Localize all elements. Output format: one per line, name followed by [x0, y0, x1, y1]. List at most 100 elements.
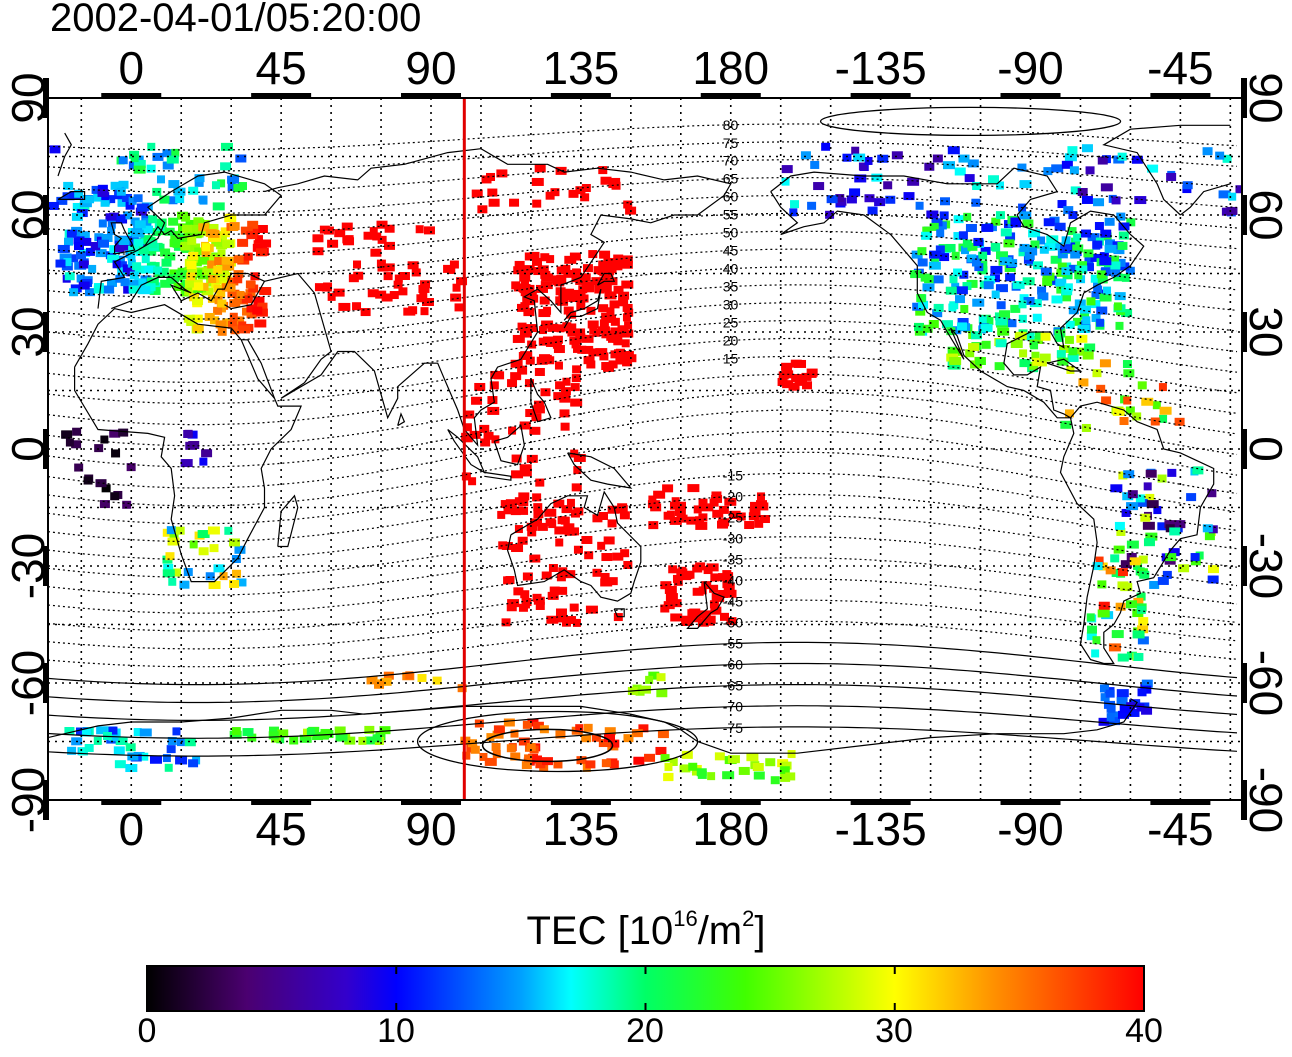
tec-cell	[1012, 280, 1025, 289]
tec-cell	[571, 483, 582, 492]
tec-cell	[1042, 277, 1053, 286]
tec-cell	[1126, 552, 1137, 561]
tec-cell	[1141, 706, 1153, 715]
tec-cell	[469, 430, 481, 439]
tec-cell	[928, 319, 939, 328]
tec-cell	[1023, 296, 1035, 305]
tec-cell	[939, 253, 950, 262]
tec-cell	[1190, 553, 1200, 562]
tec-cell	[169, 530, 179, 539]
tec-cell	[606, 307, 615, 316]
tec-cell	[1099, 293, 1112, 302]
tec-cell	[78, 281, 90, 290]
tec-cell	[538, 337, 547, 346]
tec-cell	[233, 275, 243, 284]
tec-cell	[389, 291, 399, 300]
coastline-madagascar	[277, 494, 299, 548]
magnetic-latitude-contour	[48, 599, 1238, 650]
frame-tick	[1241, 429, 1247, 469]
tec-cell	[623, 560, 633, 569]
tec-cell	[377, 235, 387, 244]
tec-cell	[238, 321, 247, 330]
tec-cell	[710, 573, 720, 582]
tec-cell	[1040, 267, 1052, 276]
tec-cell	[1065, 320, 1075, 329]
tec-cell	[648, 671, 660, 680]
tec-cell	[84, 743, 94, 752]
tec-cell	[562, 322, 572, 331]
tec-cell	[524, 379, 534, 388]
tec-cell	[110, 181, 122, 190]
tec-cell	[1202, 524, 1213, 533]
tec-cell	[168, 577, 177, 586]
tec-cell	[532, 199, 542, 208]
tec-cell	[1037, 236, 1046, 245]
tec-cell	[599, 352, 609, 361]
tec-cell	[994, 362, 1005, 371]
tec-cell	[922, 283, 935, 292]
tec-cell	[563, 269, 574, 278]
tec-cell	[1129, 557, 1141, 566]
frame-tick	[1000, 93, 1061, 99]
tec-cell	[1141, 397, 1154, 406]
tec-cell	[960, 246, 969, 255]
tec-cell	[333, 288, 345, 297]
tec-cell	[540, 281, 553, 290]
tec-cell	[68, 254, 79, 263]
tec-cell	[1077, 187, 1088, 196]
coastline-iceland	[57, 191, 86, 200]
tec-cell	[588, 250, 598, 259]
tec-cell	[929, 250, 942, 259]
tec-cell	[972, 298, 985, 307]
tec-cell	[995, 284, 1008, 293]
tec-cell	[754, 519, 764, 528]
tec-cell	[116, 261, 127, 270]
tec-cell	[138, 246, 149, 255]
tec-cell	[505, 499, 517, 508]
tec-cell	[99, 500, 110, 509]
tec-cell	[701, 581, 712, 590]
tec-cell	[183, 430, 193, 439]
magnetic-latitude-contour	[48, 373, 1238, 447]
tec-cell	[1061, 267, 1071, 276]
tec-cell	[513, 587, 524, 596]
tec-cell	[1074, 271, 1083, 280]
tec-cell	[134, 220, 146, 229]
tec-cell	[514, 260, 525, 269]
tec-cell	[63, 181, 74, 190]
tec-cell	[94, 444, 104, 453]
tec-cell	[205, 572, 215, 581]
tec-cell	[227, 183, 236, 192]
tec-cell	[171, 148, 180, 157]
tec-cell	[73, 236, 85, 245]
tec-cell	[78, 747, 88, 756]
tec-cell	[488, 198, 500, 207]
tec-cell	[600, 572, 610, 581]
tec-cell	[553, 392, 565, 401]
tec-cell	[1044, 242, 1056, 251]
tec-cell	[180, 279, 189, 288]
contour-label: 55	[723, 207, 739, 223]
tec-cell	[1067, 146, 1078, 155]
tec-cell	[583, 356, 595, 365]
lat-tick-label-left: -90	[2, 767, 54, 833]
tec-cell	[647, 500, 660, 509]
tec-cell	[577, 345, 587, 354]
lon-tick-label-bottom: 45	[256, 803, 307, 855]
tec-cell	[842, 153, 852, 162]
lon-tick-label-bottom: 135	[543, 803, 620, 855]
contour-label: -50	[723, 615, 743, 631]
tec-cell	[1208, 565, 1220, 574]
tec-cell	[142, 218, 152, 227]
frame-tick	[850, 799, 911, 805]
tec-cell	[1084, 343, 1096, 352]
tec-cell	[235, 154, 247, 163]
tec-cell	[664, 763, 673, 772]
frame-tick	[43, 78, 49, 118]
tec-cell	[954, 167, 966, 176]
tec-cell	[1081, 195, 1093, 204]
tec-cell	[531, 177, 544, 186]
tec-cell	[320, 728, 331, 737]
tec-cell	[127, 259, 136, 268]
lat-tick-label-left: -60	[2, 650, 54, 716]
